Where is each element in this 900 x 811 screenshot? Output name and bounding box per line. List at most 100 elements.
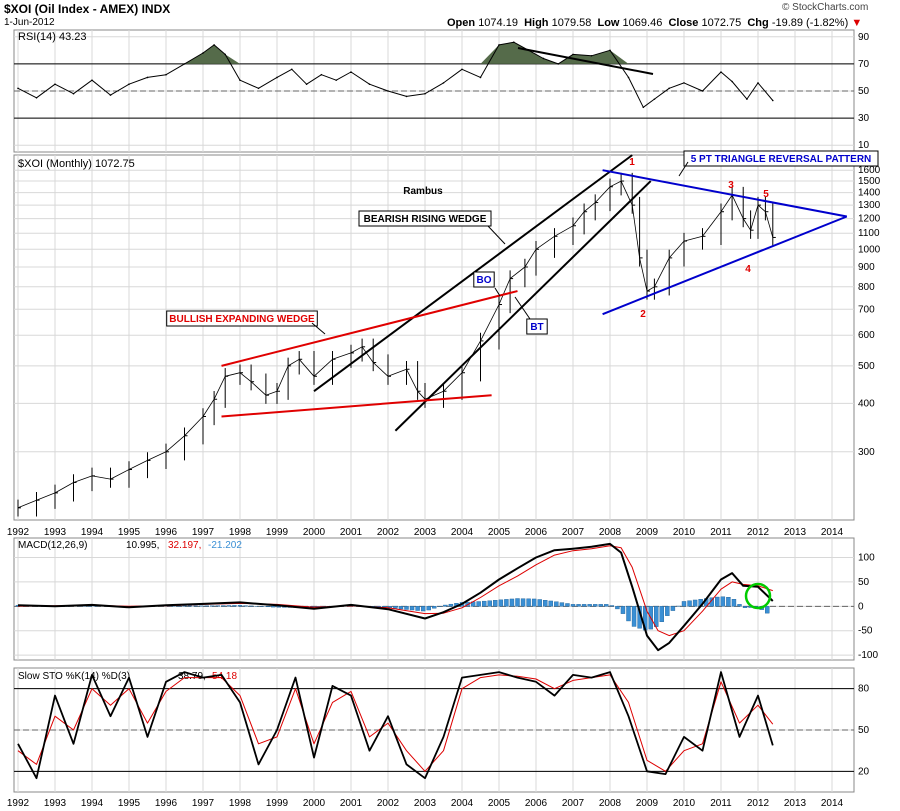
price-y-tick: 1400 xyxy=(858,188,881,199)
macd-histogram-bar xyxy=(476,601,481,607)
close-label: Close xyxy=(668,17,699,29)
rsi-point xyxy=(609,49,611,52)
macd-histogram-bar xyxy=(576,604,581,607)
annotation-point-5: 5 xyxy=(763,189,769,200)
macd-histogram-bar xyxy=(520,598,526,607)
sto-legend-d: 54.18 xyxy=(212,671,237,682)
x-tick-label-sto: 2008 xyxy=(599,798,622,809)
annotation-bt: BT xyxy=(530,322,543,333)
macd-histogram-bar xyxy=(548,600,553,607)
x-tick-label-price: 2010 xyxy=(673,527,696,538)
x-tick-label-sto: 2002 xyxy=(377,798,400,809)
rsi-point xyxy=(165,73,167,76)
x-tick-label-price: 1992 xyxy=(7,527,30,538)
x-tick-label-sto: 1994 xyxy=(81,798,104,809)
macd-histogram-bar xyxy=(448,603,454,607)
macd-histogram-bar xyxy=(720,596,726,607)
rsi-point xyxy=(683,82,685,84)
x-tick-label-sto: 2007 xyxy=(562,798,585,809)
x-tick-label-sto: 2006 xyxy=(525,798,548,809)
macd-histogram-bar xyxy=(432,606,437,609)
annotation-bearish-rising-wedge-box xyxy=(358,210,492,227)
price-y-tick: 1100 xyxy=(858,228,880,239)
annotation-point-4: 4 xyxy=(745,264,751,275)
rsi-point xyxy=(653,98,656,100)
rsi-point xyxy=(224,53,226,56)
rsi-point xyxy=(405,95,408,98)
sto-y-tick: 50 xyxy=(858,725,870,736)
price-y-tick: 500 xyxy=(858,361,875,372)
macd-y-tick: -50 xyxy=(858,626,873,637)
macd-y-tick: 100 xyxy=(858,553,875,564)
macd-histogram-bar xyxy=(687,600,692,607)
x-tick-label-sto: 1992 xyxy=(7,798,30,809)
x-tick-label-price: 1998 xyxy=(229,527,252,538)
rsi-trendline xyxy=(517,47,654,75)
macd-signal-line xyxy=(17,545,773,637)
low-label: Low xyxy=(597,17,620,29)
x-tick-label-sto: 1998 xyxy=(229,798,252,809)
down-arrow-icon: ▼ xyxy=(851,17,863,29)
price-legend: $XOI (Monthly) 1072.75 xyxy=(18,158,135,170)
callout-leader xyxy=(514,296,531,320)
rsi-point xyxy=(368,83,371,86)
chart-date: 1-Jun-2012 xyxy=(4,17,55,28)
price-y-tick: 400 xyxy=(858,398,875,409)
macd-crossover-circle xyxy=(744,582,772,610)
macd-histogram-bar xyxy=(504,599,509,607)
macd-histogram-bar xyxy=(404,606,409,610)
x-tick-label-price: 2007 xyxy=(562,527,585,538)
price-y-tick: 300 xyxy=(858,447,875,458)
rsi-point xyxy=(757,82,759,84)
callout-leader xyxy=(311,322,326,335)
macd-histogram-bar xyxy=(543,600,548,607)
x-tick-label-sto: 2014 xyxy=(821,798,844,809)
price-y-tick: 900 xyxy=(858,262,875,273)
x-tick-label-sto: 1995 xyxy=(118,798,141,809)
triangle-lower-line xyxy=(602,215,848,316)
macd-histogram-bar xyxy=(221,605,226,607)
rsi-point xyxy=(291,68,293,71)
macd-y-tick: 50 xyxy=(858,577,870,588)
callout-leader xyxy=(487,225,506,245)
annotation-bullish-expanding-wedge-box xyxy=(166,310,318,327)
price-y-tick: 1200 xyxy=(858,214,881,225)
price-line xyxy=(17,180,774,509)
rsi-point xyxy=(627,76,630,79)
x-tick-label-price: 1995 xyxy=(118,527,141,538)
x-tick-label-sto: 2009 xyxy=(636,798,659,809)
x-tick-label-sto: 2000 xyxy=(303,798,326,809)
annotation-bo: BO xyxy=(477,275,492,286)
rsi-point xyxy=(557,63,559,65)
x-tick-label-sto: 1999 xyxy=(266,798,289,809)
annotation-point-3: 3 xyxy=(728,180,734,191)
macd-histogram-bar xyxy=(482,600,487,607)
macd-histogram-bar xyxy=(598,604,603,607)
macd-histogram-bar xyxy=(537,599,542,607)
sto-d-line xyxy=(17,674,774,772)
rising-wedge-upper-line xyxy=(313,154,633,393)
price-y-tick: 1600 xyxy=(858,165,881,176)
rsi-point xyxy=(17,87,19,90)
x-tick-label-price: 2012 xyxy=(747,527,770,538)
macd-histogram-bar xyxy=(398,606,404,610)
macd-histogram-bar xyxy=(526,598,531,607)
rsi-point xyxy=(424,92,426,95)
macd-histogram-bar xyxy=(742,606,748,608)
callout-leader xyxy=(494,287,501,297)
x-tick-label-sto: 2003 xyxy=(414,798,437,809)
macd-histogram-bar xyxy=(659,606,664,622)
x-tick-label-price: 2008 xyxy=(599,527,622,538)
macd-histogram-bar xyxy=(726,597,731,607)
x-tick-label-price: 2011 xyxy=(710,527,732,538)
low-value: 1069.46 xyxy=(622,17,663,29)
x-tick-label-price: 2000 xyxy=(303,527,326,538)
rsi-point xyxy=(498,44,500,46)
high-label: High xyxy=(524,17,549,29)
sto-y-tick: 80 xyxy=(858,684,870,695)
open-label: Open xyxy=(447,17,476,29)
rsi-point xyxy=(213,44,215,46)
ticker-title: $XOI (Oil Index - AMEX) INDX xyxy=(4,2,171,16)
macd-histogram-bar xyxy=(604,604,609,607)
